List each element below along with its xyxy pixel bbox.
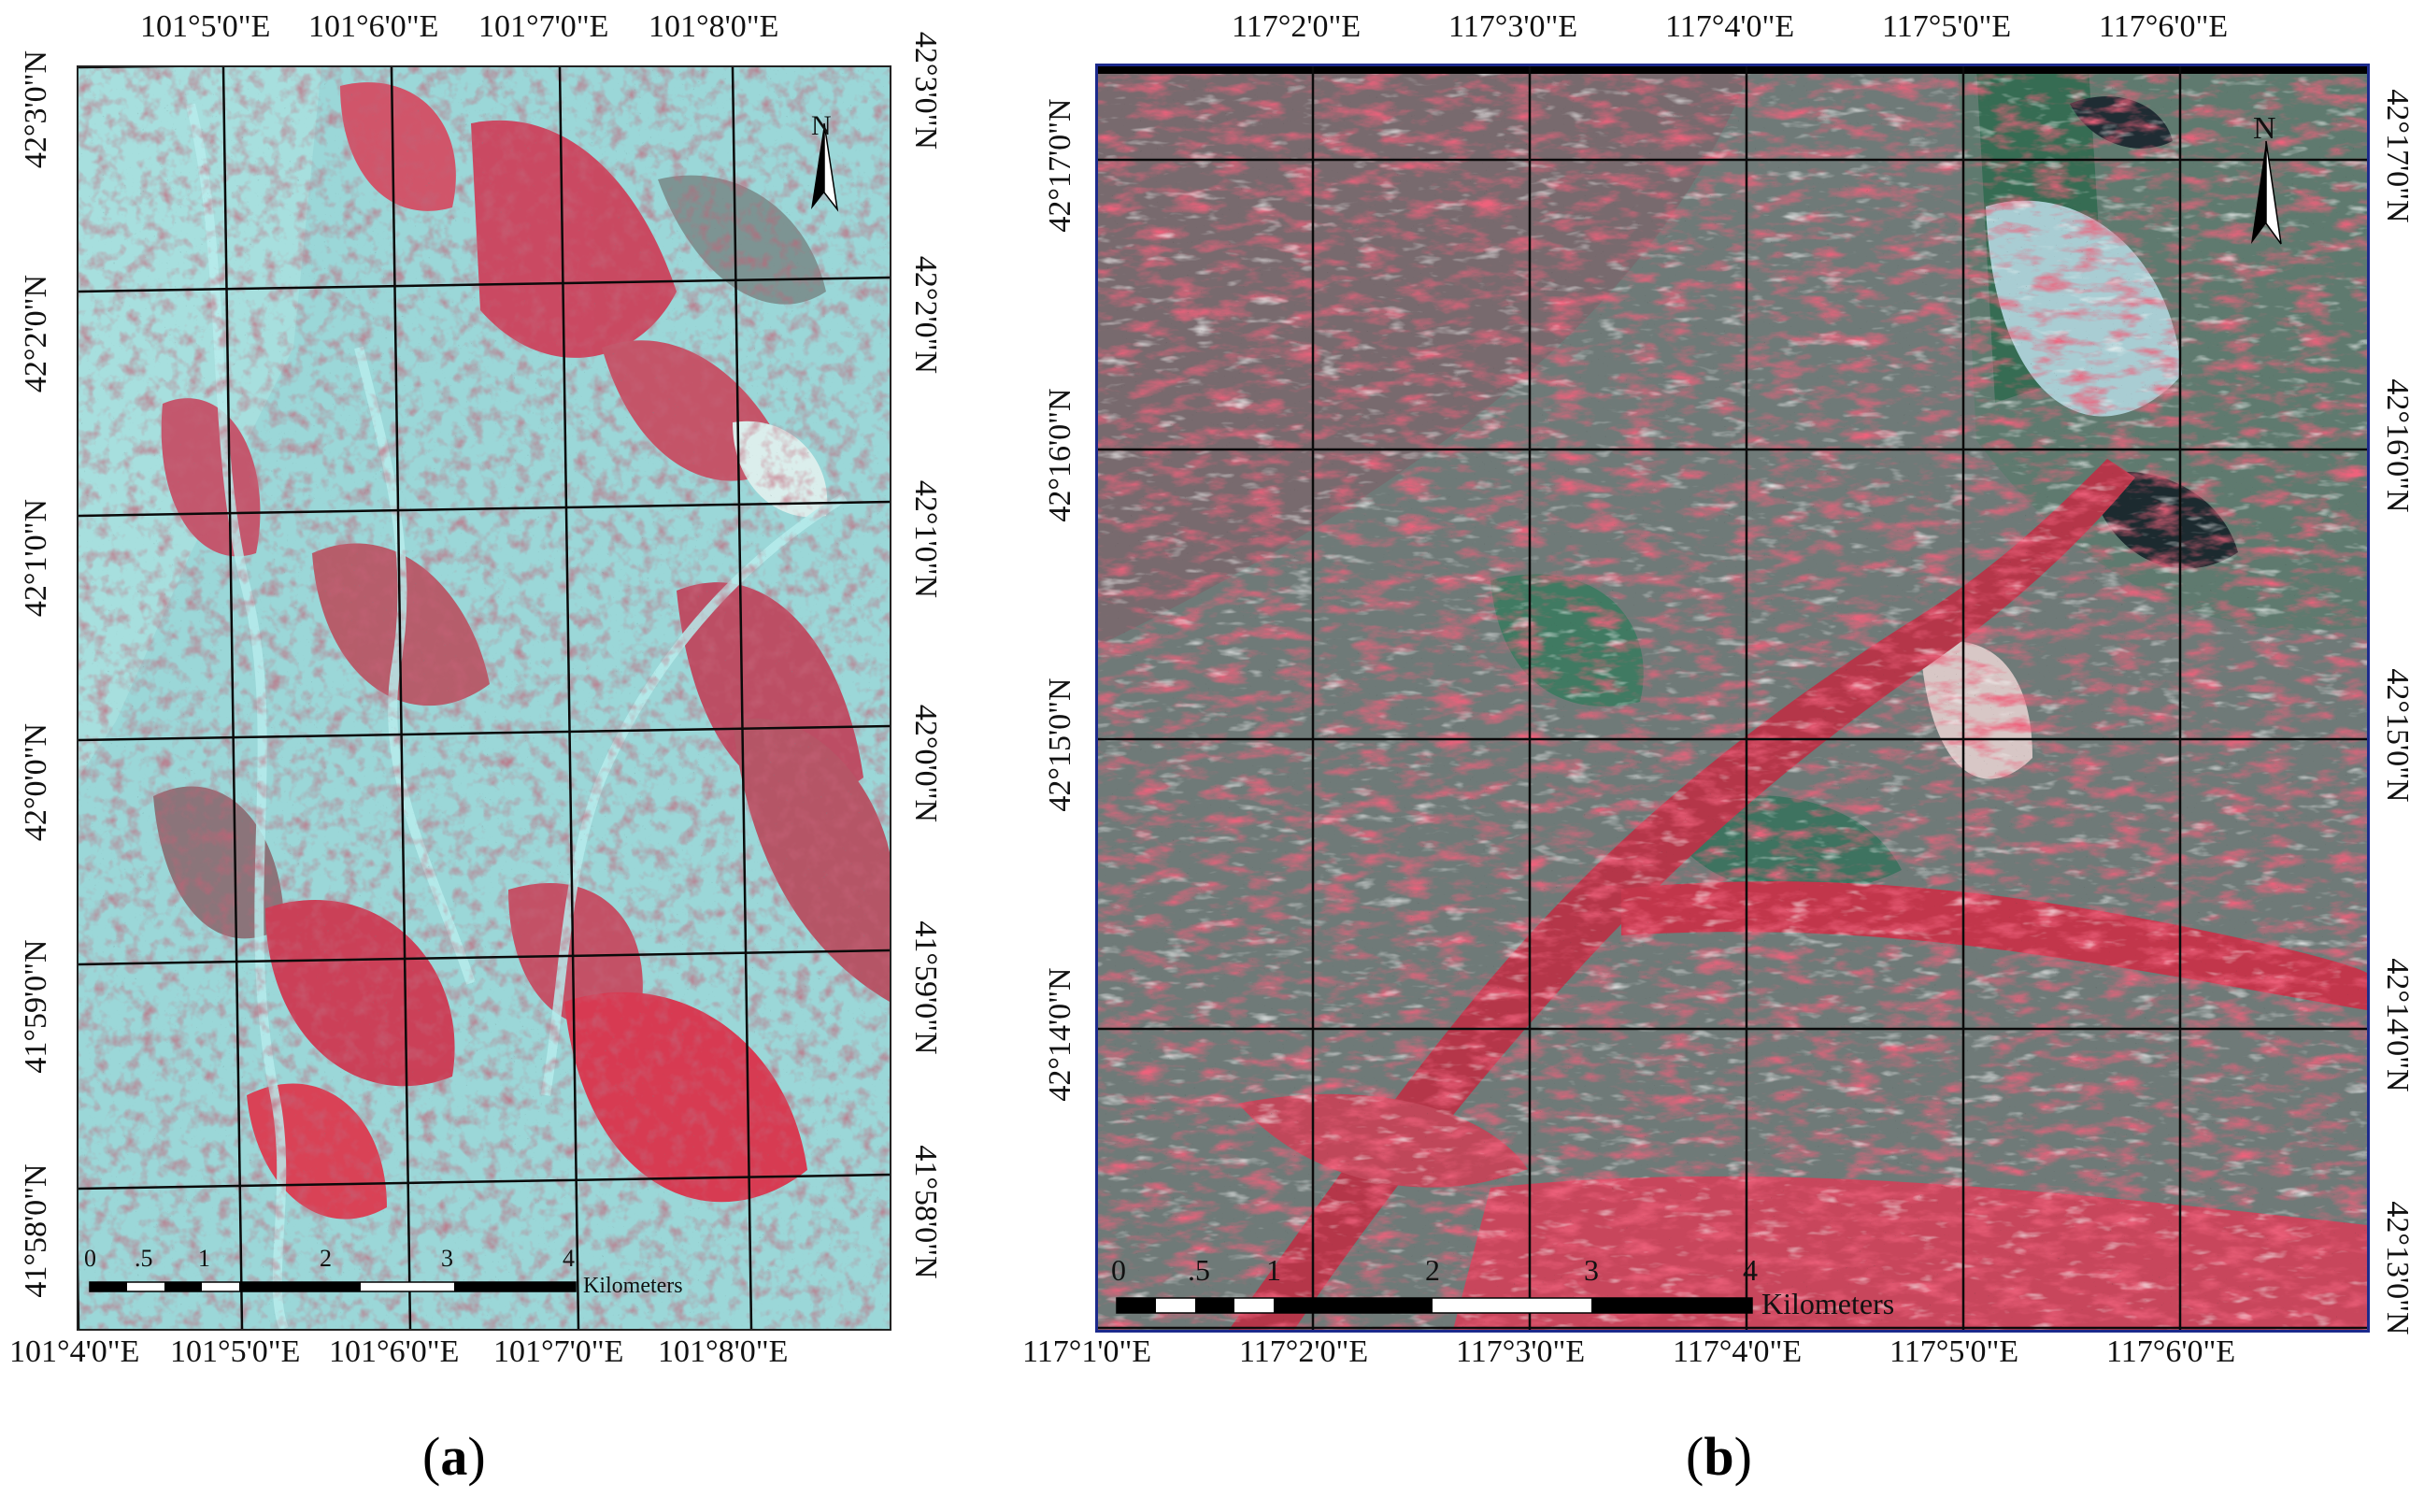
north-label-a: N [811, 110, 832, 141]
bottom-lon-label: 101°7'0"E [493, 1334, 624, 1369]
scale-tick-label: 0 [1111, 1253, 1126, 1287]
right-lat-label: 42°13'0"N [2380, 1201, 2415, 1335]
bottom-lon-label: 101°4'0"E [9, 1334, 140, 1369]
right-lat-label: 42°2'0"N [908, 255, 943, 375]
bottom-lon-label: 117°6'0"E [2106, 1334, 2236, 1369]
bottom-lon-label: 117°3'0"E [1456, 1334, 1586, 1369]
panel-a-caption: (a) [422, 1426, 486, 1487]
right-lat-label: 42°17'0"N [2380, 89, 2415, 223]
right-lat-label: 42°14'0"N [2380, 958, 2415, 1092]
north-label-b: N [2253, 111, 2276, 146]
left-lat-label: 41°58'0"N [19, 1163, 53, 1298]
north-arrow-b [2251, 140, 2282, 245]
scale-unit-label: Kilometers [583, 1274, 683, 1298]
north-arrow-a [811, 122, 839, 212]
bottom-lon-label: 117°2'0"E [1239, 1334, 1369, 1369]
scale-tick-label: 3 [1584, 1253, 1599, 1287]
bottom-lon-label: 117°5'0"E [1889, 1334, 2019, 1369]
left-lat-label: 42°15'0"N [1043, 678, 1077, 812]
bottom-lon-label: 101°6'0"E [329, 1334, 460, 1369]
left-lat-label: 42°2'0"N [19, 274, 53, 393]
bottom-lon-label: 117°1'0"E [1022, 1334, 1152, 1369]
left-lat-label: 42°1'0"N [19, 498, 53, 618]
top-lon-label: 101°6'0"E [308, 9, 439, 44]
right-lat-label: 42°3'0"N [908, 31, 943, 150]
right-lat-label: 42°1'0"N [908, 479, 943, 599]
left-lat-label: 42°16'0"N [1043, 388, 1077, 522]
top-lon-label: 117°5'0"E [1882, 9, 2012, 44]
scale-tick-label: .5 [135, 1245, 153, 1272]
left-lat-label: 41°59'0"N [19, 939, 53, 1074]
satellite-image-b: N 0 .5 1 2 3 4 Kilometers [1095, 64, 2370, 1333]
map-b-svg [1098, 66, 2367, 1330]
top-lon-label: 117°2'0"E [1232, 9, 1362, 44]
top-lon-label: 117°3'0"E [1448, 9, 1578, 44]
scale-tick-label: 3 [441, 1245, 453, 1272]
right-lat-label: 42°0'0"N [908, 704, 943, 823]
bottom-lon-label: 101°5'0"E [170, 1334, 301, 1369]
scale-tick-label: 2 [1425, 1253, 1440, 1287]
scale-tick-label: 2 [320, 1245, 332, 1272]
top-lon-label: 101°5'0"E [140, 9, 271, 44]
bottom-lon-label: 117°4'0"E [1673, 1334, 1803, 1369]
right-lat-label: 42°16'0"N [2380, 378, 2415, 513]
left-lat-label: 42°3'0"N [19, 50, 53, 169]
right-lat-label: 41°59'0"N [908, 920, 943, 1055]
right-lat-label: 41°58'0"N [908, 1145, 943, 1279]
bottom-lon-label: 101°8'0"E [658, 1334, 789, 1369]
scale-bar-a [89, 1281, 577, 1292]
right-lat-label: 42°15'0"N [2380, 668, 2415, 803]
top-lon-label: 117°4'0"E [1665, 9, 1795, 44]
panel-b-caption: (b) [1686, 1426, 1752, 1487]
satellite-image-a: N 0 .5 1 2 3 4 Kilometers [77, 65, 891, 1331]
scale-bar-b [1116, 1297, 1753, 1314]
left-lat-label: 42°0'0"N [19, 722, 53, 842]
left-lat-label: 42°17'0"N [1043, 98, 1077, 233]
scale-tick-label: 4 [563, 1245, 575, 1272]
map-a-svg [78, 67, 890, 1329]
top-lon-label: 101°8'0"E [649, 9, 779, 44]
scale-unit-label: Kilometers [1761, 1287, 1895, 1320]
left-lat-label: 42°14'0"N [1043, 967, 1077, 1102]
scale-tick-label: .5 [1188, 1253, 1210, 1287]
scale-tick-label: 4 [1743, 1253, 1758, 1287]
scale-tick-label: 1 [198, 1245, 210, 1272]
scale-tick-label: 1 [1266, 1253, 1281, 1287]
scale-tick-label: 0 [84, 1245, 96, 1272]
top-lon-label: 117°6'0"E [2099, 9, 2229, 44]
top-lon-label: 101°7'0"E [478, 9, 609, 44]
